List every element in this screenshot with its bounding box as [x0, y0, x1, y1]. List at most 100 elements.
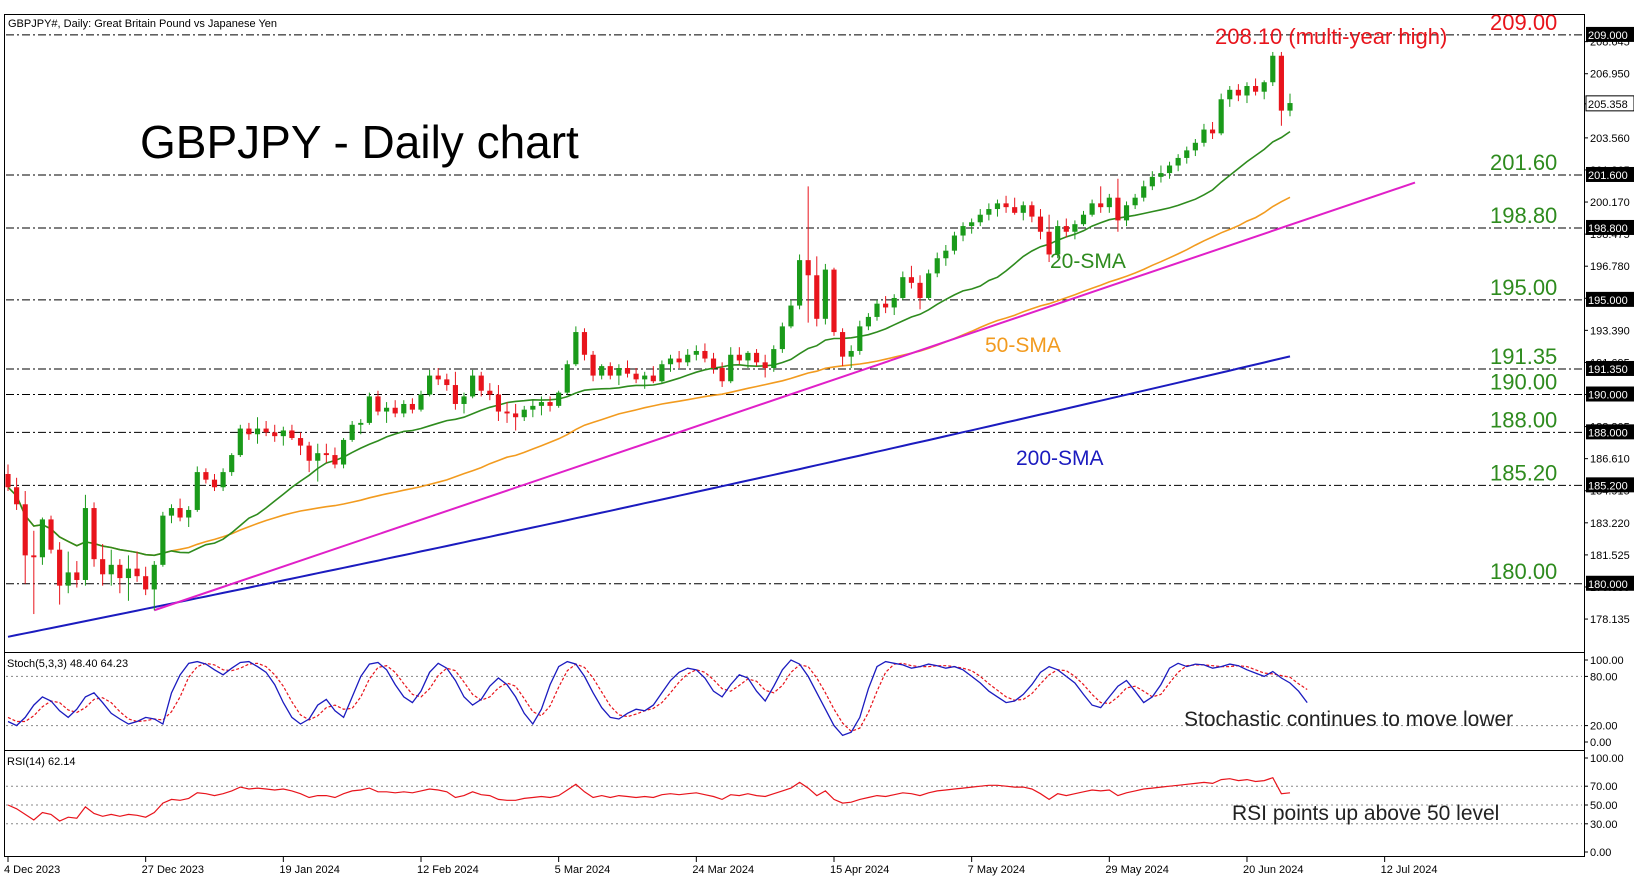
candle-body: [444, 379, 450, 386]
candle-body: [667, 358, 674, 365]
candle-body: [891, 297, 897, 308]
candle-body: [753, 352, 760, 363]
candle-body: [280, 430, 286, 437]
candle-body: [254, 428, 261, 435]
candle-body: [642, 375, 648, 380]
candle-body: [117, 564, 123, 579]
rsi-tick-label: 70.00: [1590, 781, 1618, 793]
level-label: 198.80: [1490, 203, 1557, 228]
price-tick-label: 193.390: [1590, 325, 1630, 337]
candle-body: [349, 424, 355, 440]
candle-body: [676, 358, 682, 363]
candle-body: [805, 260, 811, 276]
candle-body: [1020, 205, 1026, 213]
candle-body: [831, 269, 837, 333]
candle-body: [728, 354, 734, 382]
candle-body: [65, 572, 71, 586]
candle-body: [1209, 129, 1216, 134]
candle-body: [616, 368, 622, 376]
sma20-label: 20-SMA: [1050, 250, 1126, 273]
level-tag: 198.800: [1588, 223, 1628, 235]
candle-body: [865, 316, 871, 327]
candle-body: [1253, 86, 1259, 92]
candle-body: [1132, 197, 1138, 206]
candle-body: [478, 375, 484, 391]
candle-body: [943, 250, 949, 259]
candle-body: [1235, 89, 1241, 96]
candle-body: [1270, 55, 1276, 83]
candle-body: [263, 428, 269, 433]
candle-body: [934, 258, 940, 274]
candle-body: [633, 373, 639, 380]
candle-body: [530, 405, 536, 410]
candle-body: [297, 438, 304, 446]
level-tag: 185.200: [1588, 480, 1628, 492]
stoch-tick-label: 80.00: [1590, 671, 1618, 683]
candle-body: [125, 568, 132, 579]
candle-body: [986, 209, 992, 215]
stoch-tick-label: 100.00: [1590, 655, 1624, 667]
candle-body: [1063, 226, 1069, 232]
candle-body: [194, 472, 200, 510]
candle-body: [590, 354, 596, 376]
candle-body: [693, 350, 699, 355]
chart-header: GBPJPY#, Daily: Great Britain Pound vs J…: [8, 18, 277, 30]
level-tag-bg: [1586, 166, 1634, 182]
candle-body: [1055, 226, 1061, 255]
level-label: 190.00: [1490, 370, 1557, 395]
level-tag-bg: [1586, 575, 1634, 591]
candle-body: [237, 428, 243, 456]
stochastic-label: Stoch(5,3,3) 48.40 64.23: [7, 658, 128, 670]
candle-body: [702, 350, 708, 359]
candle-body: [840, 332, 846, 357]
candle-body: [960, 226, 966, 236]
candle-body: [495, 394, 502, 412]
candle-body: [246, 428, 252, 435]
candle-body: [1201, 129, 1207, 143]
stoch-tick-label: 20.00: [1590, 721, 1618, 733]
level-tag: 188.000: [1588, 427, 1628, 439]
candle-body: [220, 472, 226, 488]
candle-body: [487, 390, 493, 395]
level-label: 209.00: [1490, 10, 1557, 35]
candle-body: [418, 394, 424, 410]
level-tag: 201.600: [1588, 170, 1628, 182]
level-tag: 195.000: [1588, 295, 1628, 307]
candle-body: [1046, 231, 1052, 255]
level-label: 185.20: [1490, 460, 1557, 485]
candle-body: [779, 326, 785, 350]
candle-body: [1158, 173, 1164, 177]
candle-body: [1166, 165, 1173, 174]
level-label: 195.00: [1490, 275, 1557, 300]
candle-body: [650, 375, 656, 382]
candle-body: [340, 439, 347, 465]
candle-body: [1115, 197, 1121, 221]
candle-body: [659, 364, 665, 382]
level-tag-bg: [1586, 360, 1634, 376]
candle-body: [736, 354, 742, 361]
candle-body: [401, 403, 407, 414]
candle-body: [538, 402, 545, 406]
candle-body: [1072, 224, 1078, 232]
level-tag-bg: [1586, 26, 1634, 42]
candle-body: [1184, 150, 1190, 158]
candle-body: [177, 508, 183, 518]
candle-body: [969, 222, 975, 227]
candle-body: [229, 455, 235, 473]
candle-body: [1089, 203, 1095, 215]
date-tick-label: 19 Jan 2024: [279, 864, 340, 876]
high-annotation: 208.10 (multi-year high): [1215, 24, 1447, 49]
date-tick-label: 12 Feb 2024: [417, 864, 479, 876]
candle-body: [1244, 86, 1250, 96]
sma50-line: [7, 196, 1291, 557]
level-label: 188.00: [1490, 407, 1557, 432]
candle-body: [504, 411, 510, 414]
candle-body: [1012, 207, 1018, 213]
candle-body: [900, 277, 906, 298]
stochastic-layer: 100.00 80.00 20.00 0.00: [6, 655, 1624, 749]
candle-body: [91, 508, 97, 560]
candle-body: [796, 260, 803, 306]
candle-body: [814, 275, 820, 319]
candle-body: [874, 303, 880, 317]
